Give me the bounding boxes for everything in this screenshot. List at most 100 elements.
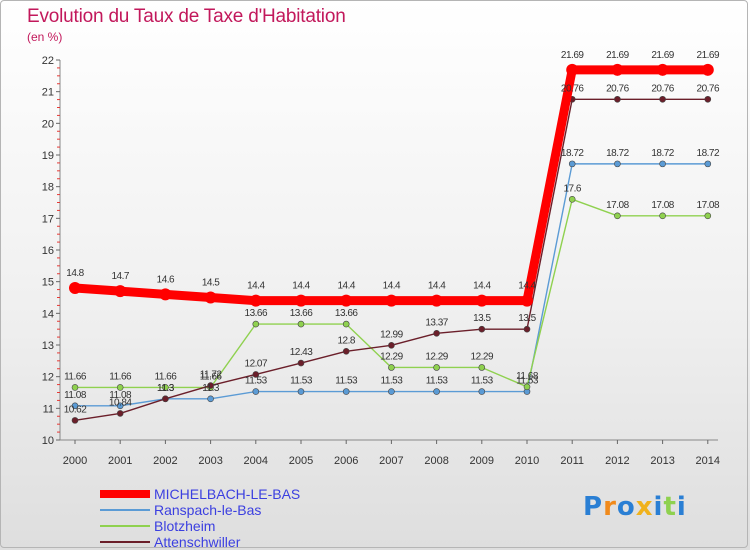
data-label-3-6: 12.8 <box>337 335 355 346</box>
legend-item-0: MICHELBACH-LE-BAS <box>100 486 360 502</box>
y-tick-label: 17 <box>42 213 54 225</box>
data-label-1-9: 11.53 <box>471 376 494 387</box>
data-label-3-4: 12.07 <box>245 358 268 369</box>
data-point-1-4 <box>252 388 260 395</box>
data-label-1-3: 11.3 <box>202 383 220 394</box>
data-point-1-12 <box>614 160 621 168</box>
data-point-3-3 <box>207 382 214 389</box>
data-point-1-14 <box>704 160 712 168</box>
legend: MICHELBACH-LE-BAS Ranspach-le-Bas Blotzh… <box>100 486 360 550</box>
y-tick-label: 22 <box>42 55 54 67</box>
logo-letter: P <box>583 492 604 522</box>
data-label-0-10: 14.4 <box>518 281 536 292</box>
data-point-2-14 <box>704 212 712 220</box>
legend-label-3: Attenschwiller <box>154 534 241 550</box>
data-point-2-9 <box>478 364 486 371</box>
logo-letter: i <box>653 492 664 522</box>
y-tick-label: 16 <box>42 245 54 257</box>
data-label-2-1: 11.66 <box>109 371 132 382</box>
data-point-0-0 <box>69 282 81 294</box>
x-tick-label: 2010 <box>515 455 539 467</box>
data-label-3-14: 20.76 <box>697 83 720 94</box>
y-tick-label: 20 <box>42 118 54 130</box>
data-point-0-12 <box>611 63 624 76</box>
data-point-1-3 <box>207 395 214 403</box>
y-tick-label: 19 <box>42 150 54 162</box>
y-tick-label: 21 <box>42 87 54 99</box>
legend-item-2: Blotzheim <box>100 518 360 534</box>
x-tick-label: 2008 <box>424 455 448 467</box>
data-point-1-8 <box>433 388 440 395</box>
data-label-2-3: 11.66 <box>200 371 223 382</box>
data-point-2-4 <box>252 320 260 328</box>
data-label-1-14: 18.72 <box>697 148 720 159</box>
data-label-1-6: 11.53 <box>335 376 358 387</box>
data-label-3-7: 12.99 <box>380 329 403 340</box>
data-point-0-7 <box>385 294 398 307</box>
data-point-3-13 <box>659 95 666 103</box>
data-point-3-14 <box>704 95 712 103</box>
data-label-0-8: 14.4 <box>428 281 446 292</box>
data-point-0-3 <box>204 291 217 304</box>
data-point-0-1 <box>114 285 127 298</box>
data-point-1-9 <box>478 388 486 395</box>
data-point-3-6 <box>342 348 350 355</box>
data-label-0-0: 14.8 <box>66 268 84 279</box>
data-label-1-2: 11.3 <box>157 383 175 394</box>
data-label-2-6: 13.66 <box>335 308 358 319</box>
data-point-0-8 <box>430 294 443 307</box>
data-label-0-4: 14.4 <box>247 281 265 292</box>
y-tick-label: 10 <box>42 435 54 447</box>
data-label-3-1: 10.84 <box>109 397 132 408</box>
data-point-1-1 <box>116 402 124 410</box>
data-label-1-8: 11.53 <box>426 376 449 387</box>
data-label-1-5: 11.53 <box>290 376 313 387</box>
data-label-0-9: 14.4 <box>473 281 491 292</box>
x-tick-label: 2000 <box>63 455 87 467</box>
legend-item-1: Ranspach-le-Bas <box>100 502 360 518</box>
data-point-0-5 <box>295 294 307 307</box>
data-label-0-13: 21.69 <box>651 50 674 61</box>
x-tick-label: 2012 <box>605 455 629 467</box>
x-tick-label: 2004 <box>244 455 268 467</box>
data-label-0-5: 14.4 <box>292 281 310 292</box>
data-point-1-0 <box>71 402 79 410</box>
data-point-2-8 <box>433 364 440 371</box>
data-point-2-0 <box>71 384 79 391</box>
data-label-2-8: 12.29 <box>425 351 448 362</box>
data-label-2-11: 17.6 <box>563 183 581 194</box>
data-point-0-6 <box>340 294 353 307</box>
data-label-1-10: 11.53 <box>516 376 539 387</box>
data-label-0-6: 14.4 <box>337 281 355 292</box>
data-point-2-12 <box>614 212 621 220</box>
data-point-2-5 <box>297 320 305 328</box>
logo-letter: t <box>663 492 677 522</box>
legend-swatch-0 <box>100 490 150 498</box>
data-label-1-0: 11.08 <box>64 390 87 401</box>
data-point-3-8 <box>433 329 440 337</box>
y-tick-label: 14 <box>42 308 54 320</box>
data-label-2-0: 11.66 <box>64 371 87 382</box>
x-tick-label: 2005 <box>289 455 313 467</box>
legend-label-2: Blotzheim <box>154 518 216 534</box>
data-label-3-13: 20.76 <box>651 83 674 94</box>
data-point-1-13 <box>659 160 666 168</box>
data-point-0-4 <box>249 294 262 307</box>
x-tick-label: 2003 <box>198 455 222 467</box>
x-tick-label: 2011 <box>560 455 584 467</box>
x-tick-label: 2007 <box>379 455 403 467</box>
data-point-1-5 <box>297 388 305 395</box>
data-point-2-6 <box>342 320 350 328</box>
x-tick-label: 2013 <box>650 455 674 467</box>
logo-letter: x <box>635 492 654 522</box>
proxiti-logo: Proxiti <box>583 492 687 522</box>
data-label-0-12: 21.69 <box>606 50 629 61</box>
y-tick-label: 12 <box>42 372 54 384</box>
data-label-0-7: 14.4 <box>383 281 401 292</box>
data-point-2-13 <box>659 212 666 220</box>
data-label-1-13: 18.72 <box>651 148 674 159</box>
data-label-3-9: 13.5 <box>473 313 491 324</box>
logo-letter: o <box>616 492 636 522</box>
data-label-1-4: 11.53 <box>245 376 268 387</box>
